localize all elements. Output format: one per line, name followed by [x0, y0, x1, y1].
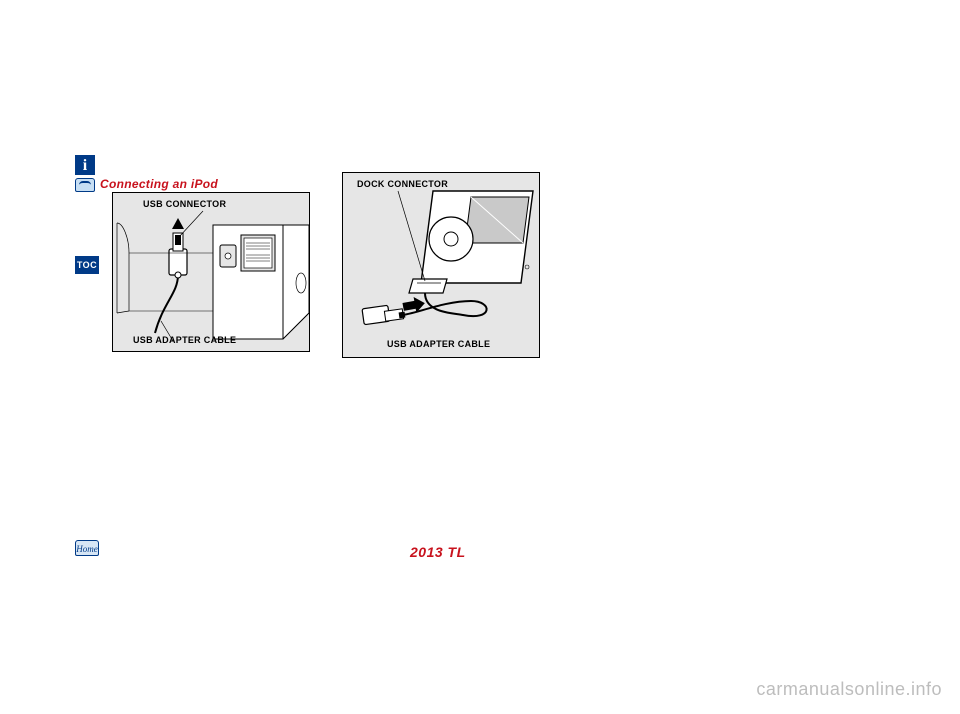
watermark: carmanualsonline.info [756, 679, 942, 700]
info-icon: i [75, 155, 95, 175]
manual-page: i Connecting an iPod TOC USB CONNECTOR [0, 0, 960, 714]
diagram-usb-console: USB CONNECTOR [112, 192, 310, 352]
usb-adapter-cable-label-right: USB ADAPTER CABLE [387, 339, 490, 349]
model-year: 2013 TL [410, 544, 466, 560]
section-title: Connecting an iPod [100, 177, 218, 191]
home-badge[interactable]: Home [75, 540, 99, 556]
car-icon [75, 178, 95, 192]
diagram-usb-console-svg [113, 193, 311, 353]
diagram-ipod-dock: DOCK CONNECTOR USB ADAPTE [342, 172, 540, 358]
diagram-ipod-dock-svg [343, 173, 541, 359]
usb-adapter-cable-label-left: USB ADAPTER CABLE [133, 335, 236, 345]
toc-badge[interactable]: TOC [75, 256, 99, 274]
